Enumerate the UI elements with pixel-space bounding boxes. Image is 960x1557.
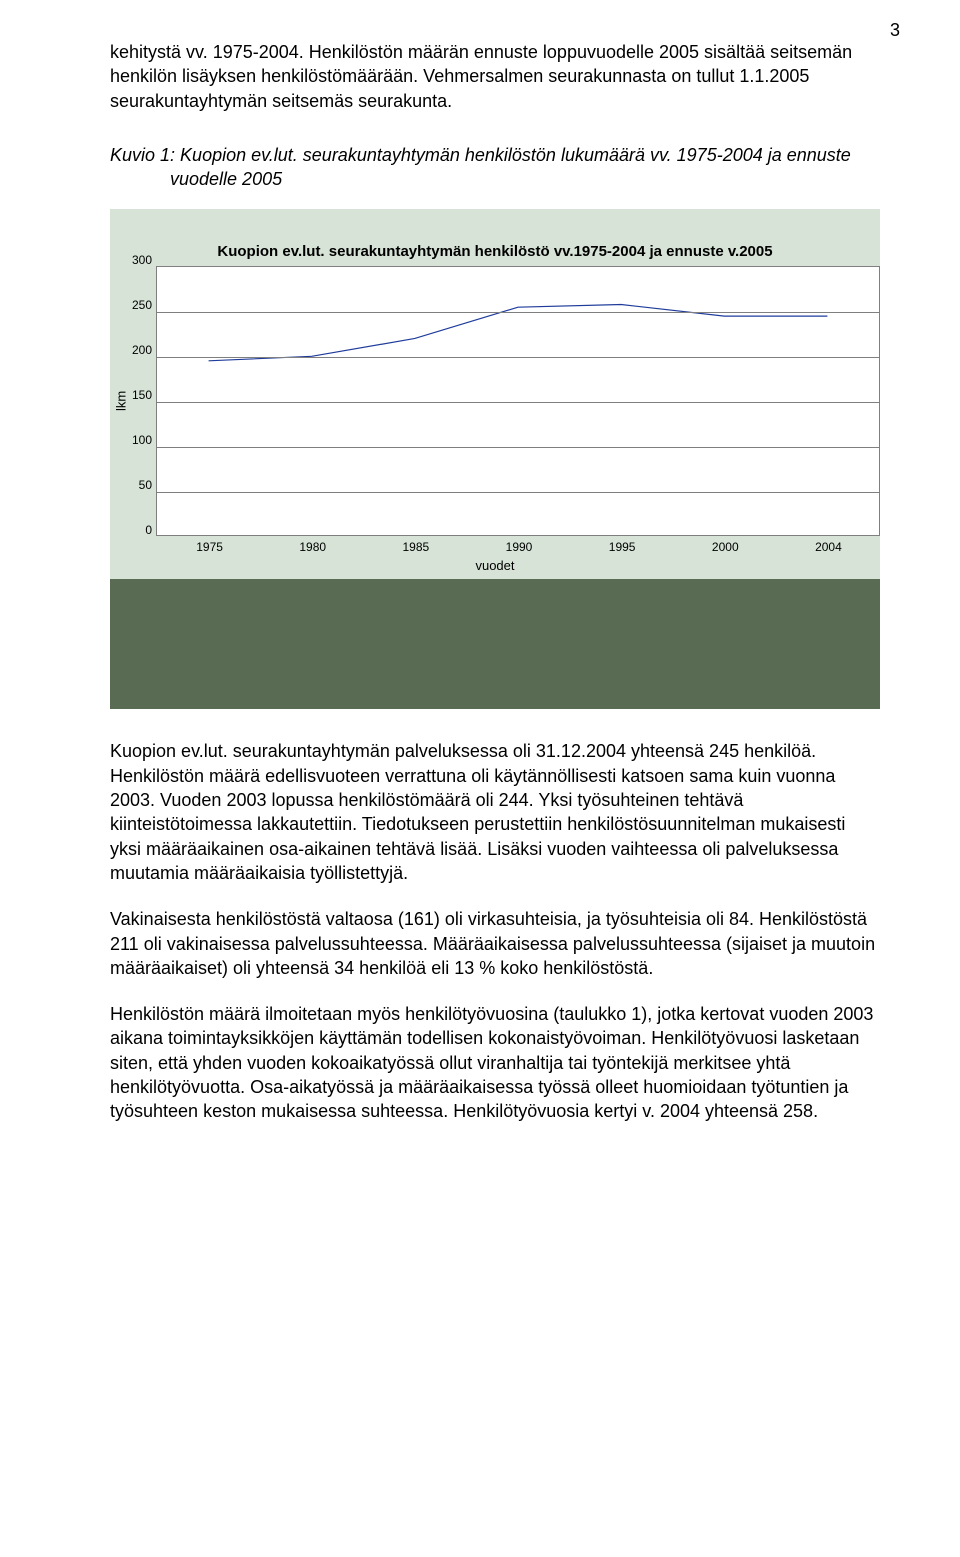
figure-caption-text: Kuopion ev.lut. seurakuntayhtymän henkil… (170, 145, 851, 189)
body-paragraph-1: Kuopion ev.lut. seurakuntayhtymän palvel… (110, 739, 880, 885)
gridline (157, 447, 879, 448)
y-axis-label: lkm (110, 266, 132, 536)
x-axis-spacer (110, 536, 158, 556)
plot-area (156, 266, 880, 536)
x-tick: 1995 (571, 540, 674, 554)
gridline (157, 357, 879, 358)
gridline (157, 312, 879, 313)
x-tick: 1980 (261, 540, 364, 554)
line-chart-svg (157, 267, 879, 535)
y-ticks: 300250200150100500 (132, 266, 156, 536)
chart-bottom-band (110, 579, 880, 709)
x-tick: 1975 (158, 540, 261, 554)
x-tick: 1990 (467, 540, 570, 554)
chart-container: Kuopion ev.lut. seurakuntayhtymän henkil… (110, 209, 880, 709)
page-number: 3 (890, 20, 900, 41)
intro-paragraph: kehitystä vv. 1975-2004. Henkilöstön mää… (110, 40, 880, 113)
x-axis-row: 1975198019851990199520002004 (110, 536, 880, 556)
gridline (157, 402, 879, 403)
chart-panel: Kuopion ev.lut. seurakuntayhtymän henkil… (110, 209, 880, 579)
body-paragraph-2: Vakinaisesta henkilöstöstä valtaosa (161… (110, 907, 880, 980)
x-axis-label: vuodet (110, 556, 880, 579)
figure-label: Kuvio 1: (110, 145, 175, 165)
body-paragraph-3: Henkilöstön määrä ilmoitetaan myös henki… (110, 1002, 880, 1123)
x-tick: 2004 (777, 540, 880, 554)
gridline (157, 492, 879, 493)
chart-title: Kuopion ev.lut. seurakuntayhtymän henkil… (110, 243, 880, 266)
x-ticks: 1975198019851990199520002004 (158, 536, 880, 556)
x-tick: 1985 (364, 540, 467, 554)
figure-caption: Kuvio 1: Kuopion ev.lut. seurakuntayhtym… (110, 143, 880, 192)
x-tick: 2000 (674, 540, 777, 554)
plot-outer: lkm 300250200150100500 (110, 266, 880, 536)
